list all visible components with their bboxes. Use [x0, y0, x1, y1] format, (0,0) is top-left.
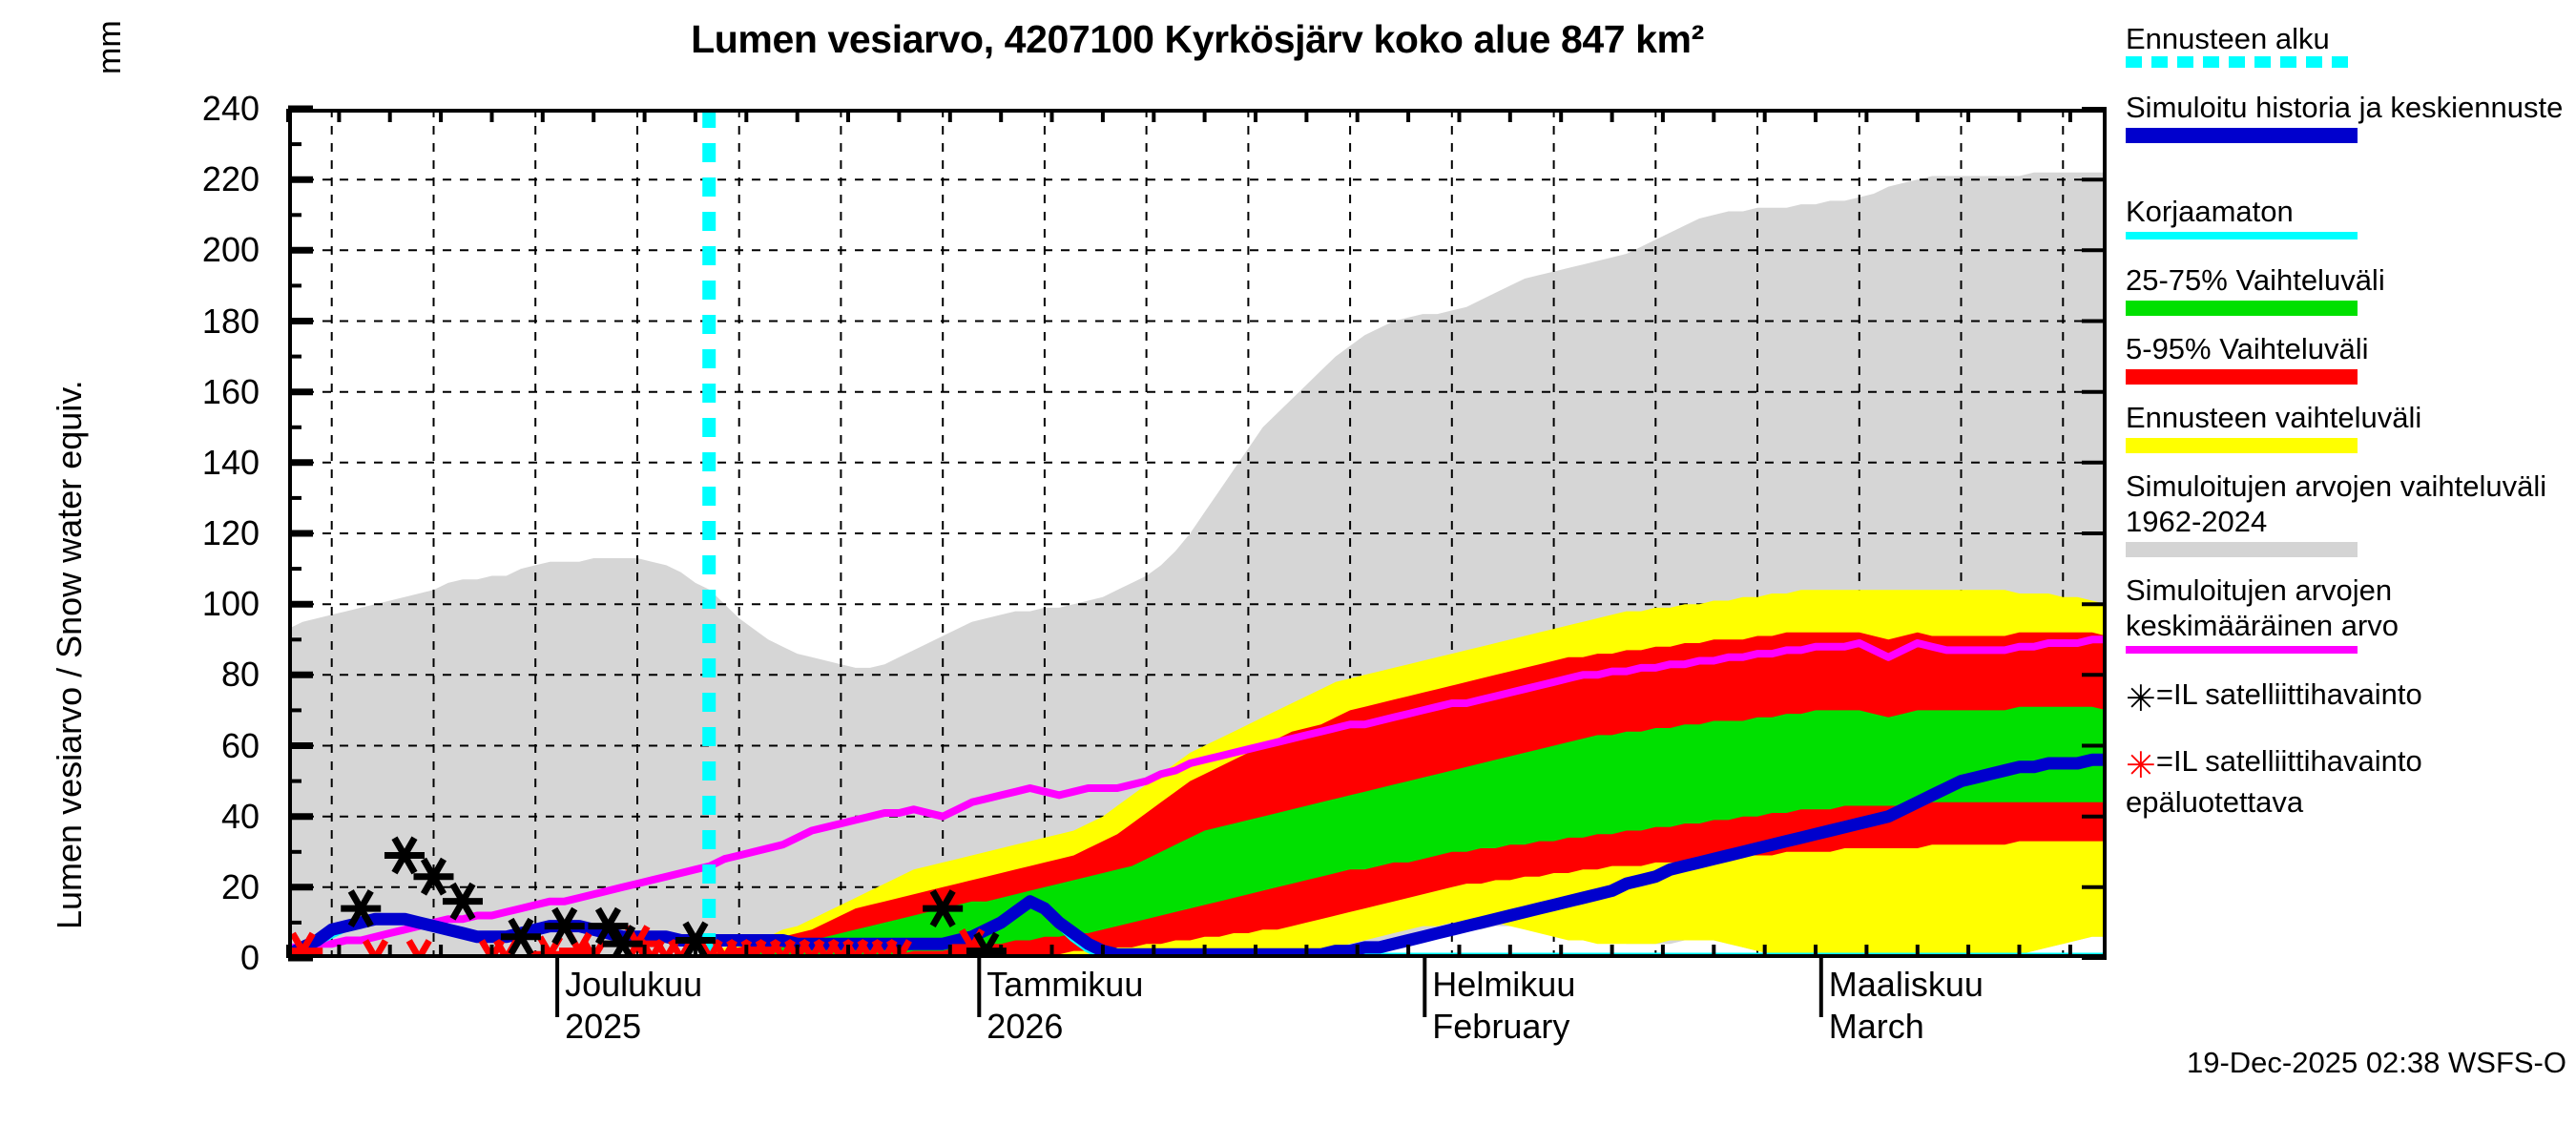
chart-legend: Ennusteen alku Simuloitu historia ja kesk… [2126, 21, 2574, 937]
satellite-observation-marker [413, 857, 454, 896]
legend-swatch-dashed [2126, 56, 2358, 68]
legend-swatch [2126, 232, 2358, 239]
x-axis-month-label: Helmikuu February [1432, 964, 1575, 1048]
legend-label: Simuloitu historia ja keskiennuste [2126, 91, 2564, 124]
y-axis-tick-label: 40 [220, 796, 260, 836]
y-axis-tick-label: 180 [201, 301, 260, 341]
y-axis-unit: mm [92, 20, 128, 74]
plot-frame [288, 109, 2107, 958]
legend-item-simulated-history-mean-forecast: Simuloitu historia ja keskiennuste [2126, 90, 2574, 143]
satellite-observation-marker [500, 917, 541, 956]
legend-item-band-25-75: 25-75% Vaihteluväli [2126, 262, 2574, 316]
legend-swatch [2126, 438, 2358, 453]
x-axis-month-secondary: March [1828, 1007, 1924, 1046]
satellite-observation-unreliable-marker [573, 939, 614, 958]
legend-item-forecast-range: Ennusteen vaihteluväli [2126, 400, 2574, 453]
satellite-observation-unreliable-marker [660, 939, 701, 958]
band-25-75-area [710, 706, 2107, 958]
legend-label: Simuloitujen arvojen vaihteluväli 1962-2… [2126, 469, 2547, 538]
x-axis-month-secondary: 2025 [565, 1007, 642, 1046]
x-axis-tick-labels: Joulukuu 2025 Tammikuu 2026 Helmikuu February… [288, 964, 2107, 1078]
satellite-observation-marker [675, 921, 716, 958]
legend-swatch [2126, 646, 2358, 654]
x-axis-month-fi: Helmikuu [1432, 965, 1576, 1004]
simulated-mean-line [288, 635, 2107, 951]
satellite-observation-marker [923, 889, 964, 928]
legend-label: Simuloitujen arvojen keskimääräinen arvo [2126, 573, 2399, 642]
plot-area [286, 105, 2107, 1017]
y-axis-tick-label: 240 [201, 89, 260, 128]
x-axis-month-secondary: 2026 [987, 1007, 1064, 1046]
y-axis-tick-label: 0 [239, 938, 260, 977]
y-axis-tick-label: 60 [220, 725, 260, 765]
x-axis-month-label: Joulukuu 2025 [565, 964, 702, 1048]
x-axis-month-label: Tammikuu 2026 [987, 964, 1143, 1048]
legend-item-uncorrected: Korjaamaton [2126, 194, 2574, 239]
x-axis-month-fi: Tammikuu [987, 965, 1144, 1004]
satellite-observation-marker [544, 906, 585, 946]
x-axis-month-fi: Maaliskuu [1828, 965, 1984, 1004]
legend-label: =IL satelliittihavainto epäluotettava [2126, 744, 2422, 820]
legend-item-band-5-95: 5-95% Vaihteluväli [2126, 331, 2574, 385]
legend-item-simulated-range-1962-2024: Simuloitujen arvojen vaihteluväli 1962-2… [2126, 468, 2574, 557]
legend-item-simulated-mean: Simuloitujen arvojen keskimääräinen arvo [2126, 572, 2574, 654]
y-axis-tick-label: 120 [201, 513, 260, 552]
x-axis-month-fi: Joulukuu [565, 965, 703, 1004]
legend-swatch [2126, 128, 2358, 143]
plot-canvas [288, 109, 2107, 958]
satellite-observation-unreliable-marker [879, 939, 920, 958]
x-axis-month-label: Maaliskuu March [1829, 964, 1984, 1048]
satellite-observation-marker [341, 889, 382, 928]
asterisk-icon: ✳ [2126, 679, 2156, 720]
y-axis-tick-label: 80 [220, 655, 260, 695]
x-axis-month-secondary: February [1432, 1007, 1570, 1046]
legend-label: Ennusteen alku [2126, 22, 2330, 55]
satellite-observation-marker [442, 882, 483, 921]
y-axis-tick-label: 140 [201, 442, 260, 482]
y-axis-tick-label: 160 [201, 371, 260, 411]
page-title: Lumen vesiarvo, 4207100 Kyrkösjärv koko … [691, 17, 1704, 61]
satellite-observation-unreliable-marker [399, 939, 440, 958]
legend-swatch [2126, 369, 2358, 385]
legend-label: 25-75% Vaihteluväli [2126, 263, 2385, 297]
satellite-observation-unreliable-marker [355, 939, 396, 958]
asterisk-icon: ✳ [2126, 746, 2156, 787]
legend-label: 5-95% Vaihteluväli [2126, 332, 2369, 365]
satellite-observation-marker [588, 906, 629, 946]
timestamp-label: 19-Dec-2025 02:38 WSFS-O [2186, 1046, 2566, 1079]
legend-label: Korjaamaton [2126, 195, 2294, 228]
y-axis-tick-labels: 0 20 40 60 80 100 120 140 160 180 200 220 240 [0, 89, 273, 977]
legend-item-satellite-observation: ✳=IL satelliittihavainto [2126, 677, 2574, 718]
legend-item-forecast-start: Ennusteen alku [2126, 21, 2574, 68]
legend-item-satellite-observation-unreliable: ✳=IL satelliittihavainto epäluotettava [2126, 743, 2574, 820]
legend-label: =IL satelliittihavainto [2155, 677, 2422, 711]
y-axis-tick-label: 220 [201, 159, 260, 199]
legend-label: Ennusteen vaihteluväli [2126, 401, 2422, 434]
y-axis-tick-label: 100 [201, 584, 260, 624]
chart-svg [288, 109, 2107, 958]
satellite-observation-marker [384, 836, 425, 875]
y-axis-tick-label: 200 [201, 230, 260, 270]
y-axis-tick-label: 20 [220, 866, 260, 906]
legend-swatch [2126, 542, 2358, 557]
legend-swatch [2126, 301, 2358, 316]
